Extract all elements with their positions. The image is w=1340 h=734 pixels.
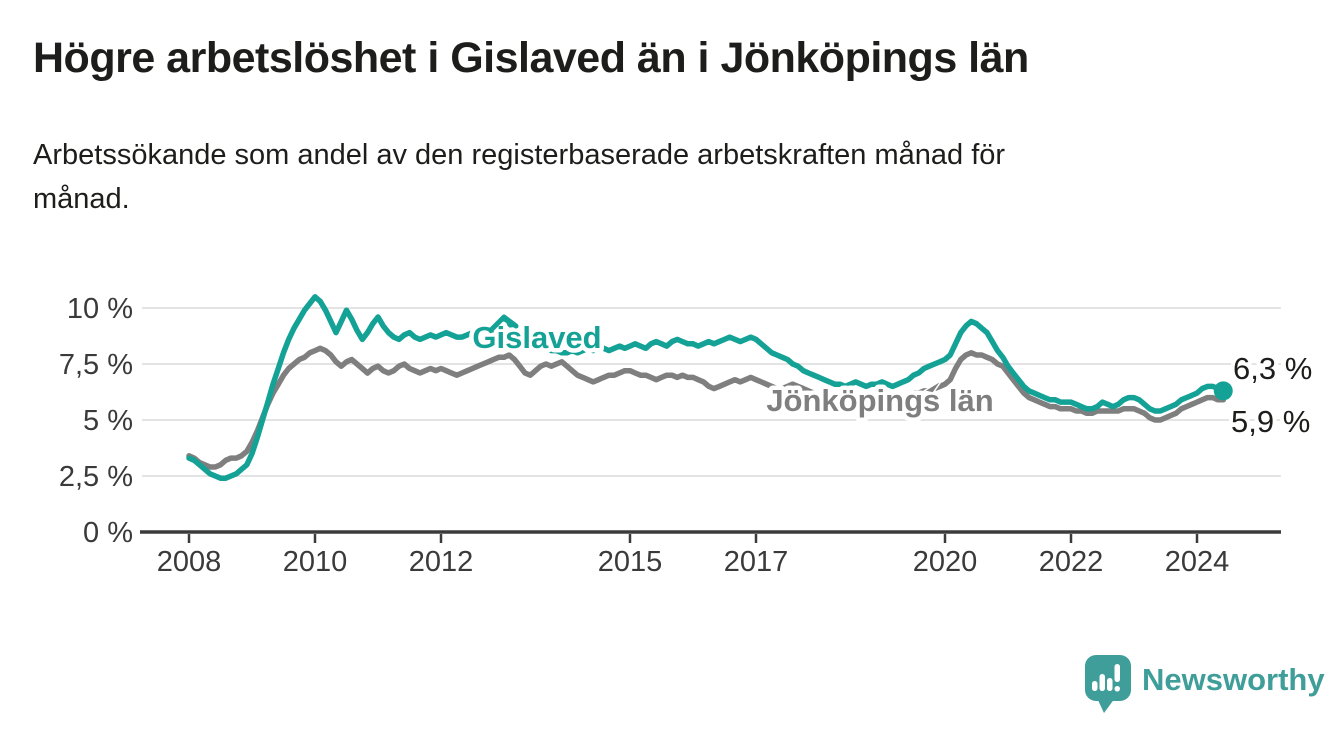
gislaved-label-arrow-icon (489, 314, 519, 332)
y-tick-label: 2,5 % (59, 461, 133, 493)
series-label-gislaved: Gislaved (472, 320, 601, 355)
page-title: Högre arbetslöshet i Gislaved än i Jönkö… (33, 34, 1029, 82)
x-tick-label: 2017 (724, 546, 789, 578)
series-end-dot (1213, 381, 1233, 401)
newsworthy-logo-icon (1085, 655, 1131, 713)
y-tick-label: 5 % (83, 405, 133, 437)
x-tick-label: 2020 (913, 546, 978, 578)
jonkopings-label-arrow-icon (922, 379, 943, 394)
x-tick-label: 2022 (1039, 546, 1104, 578)
chart-subtitle: Arbetssökande som andel av den registerb… (33, 139, 1006, 215)
brand-footer: Newsworthy (1084, 654, 1325, 716)
end-value-label-gislaved: 6,3 % (1233, 351, 1312, 386)
series-line-jonkopings-lan (186, 345, 1227, 470)
y-tick-label: 7,5 % (59, 349, 133, 381)
x-tick-label: 2024 (1165, 546, 1230, 578)
brand-name: Newsworthy (1142, 662, 1325, 697)
y-tick-label: 0 % (83, 517, 133, 549)
x-tick-label: 2010 (283, 546, 348, 578)
series-label-jonkopings-lan: Jönköpings län (766, 383, 993, 418)
y-tick-label: 10 % (67, 293, 133, 325)
x-tick-label: 2008 (157, 546, 222, 578)
end-value-label-jonkopings-lan: 5,9 % (1231, 404, 1310, 439)
series-line-gislaved (186, 294, 1227, 481)
x-tick-label: 2012 (409, 546, 474, 578)
x-tick-label: 2015 (598, 546, 663, 578)
